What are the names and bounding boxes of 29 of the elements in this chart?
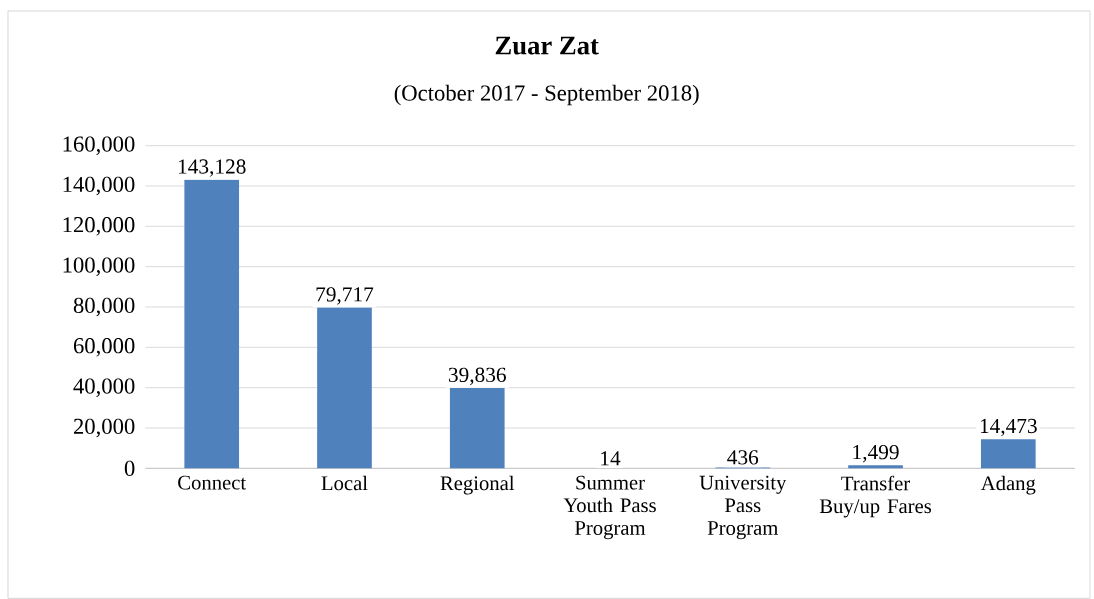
bar (184, 179, 240, 469)
x-tick-label: Regional (440, 475, 515, 495)
y-tick-label: 160,000 (63, 136, 135, 155)
chart-title: Zuar Zat (495, 36, 599, 55)
data-label: 14 (601, 451, 621, 466)
data-label: 39,836 (448, 367, 506, 386)
data-label: 79,717 (316, 287, 374, 305)
x-tick-label: Transfer Buy/up Fares (819, 475, 932, 518)
x-tick-label: University Pass Program (699, 475, 787, 540)
bar (449, 387, 505, 469)
x-tick-label: Summer Youth Pass Program (563, 475, 656, 540)
chart-subtitle: (October 2017 - September 2018) (394, 84, 699, 106)
data-label: 14,473 (980, 418, 1037, 437)
bar (848, 465, 903, 469)
x-tick-label: Local (321, 475, 368, 491)
data-label: 436 (727, 450, 759, 465)
y-tick-label: 140,000 (63, 176, 135, 196)
x-tick-label: Adang (980, 475, 1036, 495)
y-tick-label: 40,000 (73, 378, 135, 397)
x-tick-label: Connect (178, 475, 247, 490)
y-tick-label: 120,000 (63, 217, 135, 236)
y-tick-label: 0 (124, 460, 135, 476)
data-label: 143,128 (178, 159, 246, 177)
y-tick-label: 100,000 (63, 257, 135, 276)
y-tick-label: 80,000 (73, 297, 135, 317)
y-tick-label: 60,000 (73, 338, 135, 357)
bar (980, 439, 1036, 469)
data-label: 1,499 (853, 444, 899, 463)
y-tick-label: 20,000 (73, 418, 135, 438)
